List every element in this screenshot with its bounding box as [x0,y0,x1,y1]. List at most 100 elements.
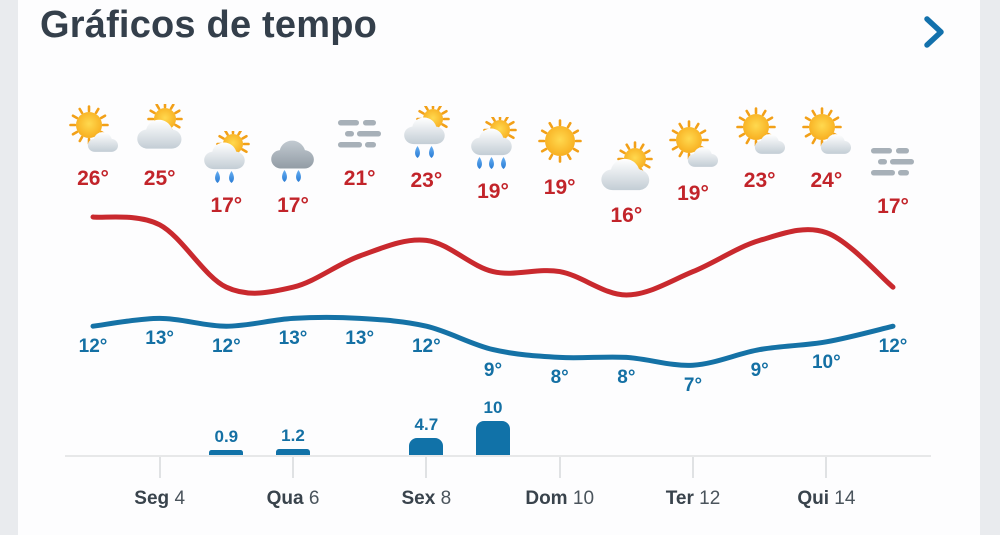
weather-icon-partly-cloudy [132,101,188,160]
low-temp-label: 13° [145,328,175,350]
weather-icon-sun-shower [198,127,254,187]
high-temp-label: 21° [343,167,376,190]
low-temp-label: 13° [278,328,308,350]
fog-icon [871,148,915,176]
sun-icon [69,105,109,145]
precipitation-bar [476,421,511,455]
high-temp-label: 19° [477,180,509,203]
weather-chart-card: Gráficos de tempo 26° 12° 25° 13° 17° 12° 0.9 1… [18,0,980,535]
low-temp-label: 12° [411,336,441,358]
raindrop-icon [282,170,287,182]
weather-icon-sun-shower [398,102,454,162]
day-name: Seg [134,488,170,509]
x-axis-tick [292,457,294,478]
weather-icon-sunny [532,113,588,169]
low-temp-label: 7° [683,375,703,397]
low-temp-line [90,314,896,368]
low-temp-label: 9° [750,359,769,381]
low-temp-label: 10° [811,351,841,373]
card-header: Gráficos de tempo [18,0,980,70]
x-axis-tick [158,457,161,478]
high-temp-label: 26° [77,167,109,190]
low-temp-label: 12° [878,336,908,358]
cloud-icon [821,134,852,154]
precipitation-label: 4.7 [414,414,439,434]
high-temp-label: 17° [210,194,243,217]
cloud-icon [271,140,314,169]
day-number: 12 [699,488,721,509]
low-temp-label: 8° [617,367,636,389]
precipitation-label: 0.9 [214,427,239,447]
x-axis-tick [692,457,695,478]
sun-icon [802,107,843,147]
sun-icon [537,119,582,163]
raindrop-icon [296,170,301,182]
high-temp-label: 23° [410,169,443,192]
x-axis-label: Seg 4 [134,488,185,510]
high-temp-label: 17° [277,194,309,217]
low-temp-label: 12° [78,336,108,358]
cloud-icon [471,128,512,156]
raindrop-icon [477,157,482,169]
precipitation-label: 1.2 [281,426,305,446]
day-number: 14 [834,488,856,509]
cloud-icon [136,119,182,149]
raindrop-icon [489,157,494,169]
weather-icon-mostly-sunny [732,106,788,162]
cloud-icon [204,142,246,170]
weather-icon-mostly-sunny [65,104,121,160]
weather-icon-sun-shower-heavy [465,113,521,173]
raindrop-icon [415,146,421,158]
cloud-icon [87,132,119,152]
day-number: 4 [174,488,186,509]
raindrop-icon [215,171,221,183]
cloud-icon [601,158,650,191]
day-number: 6 [308,488,320,509]
page-title: Gráficos de tempo [40,4,378,46]
low-temp-label: 12° [211,336,241,358]
high-temp-label: 23° [743,169,776,192]
weather-icon-mostly-sunny [665,119,721,175]
x-axis-label: Ter 12 [666,488,721,510]
day-name: Ter [665,488,694,509]
chevron-right-icon [924,16,944,48]
day-number: 8 [440,488,452,509]
weather-icon-fog [332,104,388,160]
precipitation-bar [209,450,244,455]
high-temp-line [90,214,896,298]
x-axis-tick [425,457,428,478]
raindrop-icon [229,171,235,183]
fog-icon [337,120,381,148]
weather-icon-mostly-cloudy [598,141,654,197]
day-name: Qui [797,488,829,509]
precipitation-label: 10 [483,398,503,417]
cloud-icon [754,134,785,154]
high-temp-label: 24° [810,169,843,192]
weather-icon-fog [865,132,921,188]
x-axis-tick [825,457,828,478]
x-axis-line [65,455,931,457]
next-chart-button[interactable] [916,12,952,52]
high-temp-label: 19° [543,176,576,199]
raindrop-icon [429,146,435,158]
cloud-icon [687,147,719,167]
day-name: Qua [266,488,304,509]
x-axis-label: Qui 14 [797,488,855,510]
day-name: Dom [525,488,568,509]
x-axis-tick [558,457,561,478]
low-temp-label: 13° [345,328,375,350]
high-temp-label: 17° [877,195,909,218]
low-temp-label: 9° [483,359,503,381]
low-temp-label: 8° [550,367,569,389]
x-axis-label: Sex 8 [402,488,452,510]
precipitation-bar [409,437,444,455]
precipitation-bar [276,449,310,455]
high-temp-label: 16° [610,204,643,227]
high-temp-label: 25° [143,167,176,190]
weather-icon-rain [265,131,321,187]
cloud-icon [404,117,446,145]
day-number: 10 [572,488,595,509]
raindrop-icon [501,157,506,169]
weather-chart: 26° 12° 25° 13° 17° 12° 0.9 17° 13° 1.2 21° 13° 23° 1… [18,0,980,535]
day-name: Sex [401,488,436,509]
